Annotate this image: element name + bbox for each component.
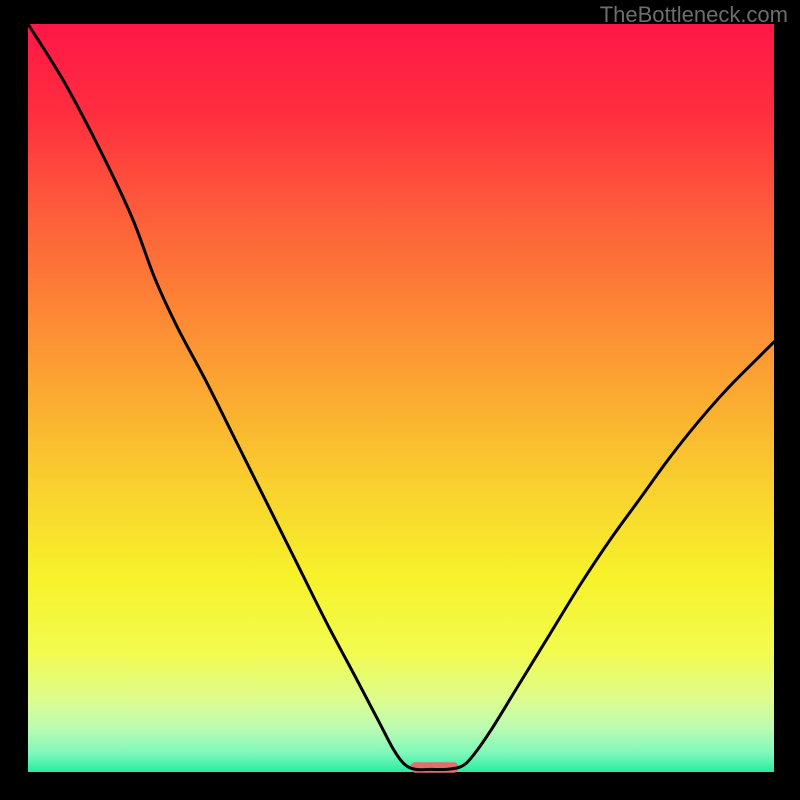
plot-area [28, 24, 774, 772]
chart-stage: TheBottleneck.com [0, 0, 800, 800]
watermark-text: TheBottleneck.com [600, 2, 788, 28]
chart-svg [0, 0, 800, 800]
